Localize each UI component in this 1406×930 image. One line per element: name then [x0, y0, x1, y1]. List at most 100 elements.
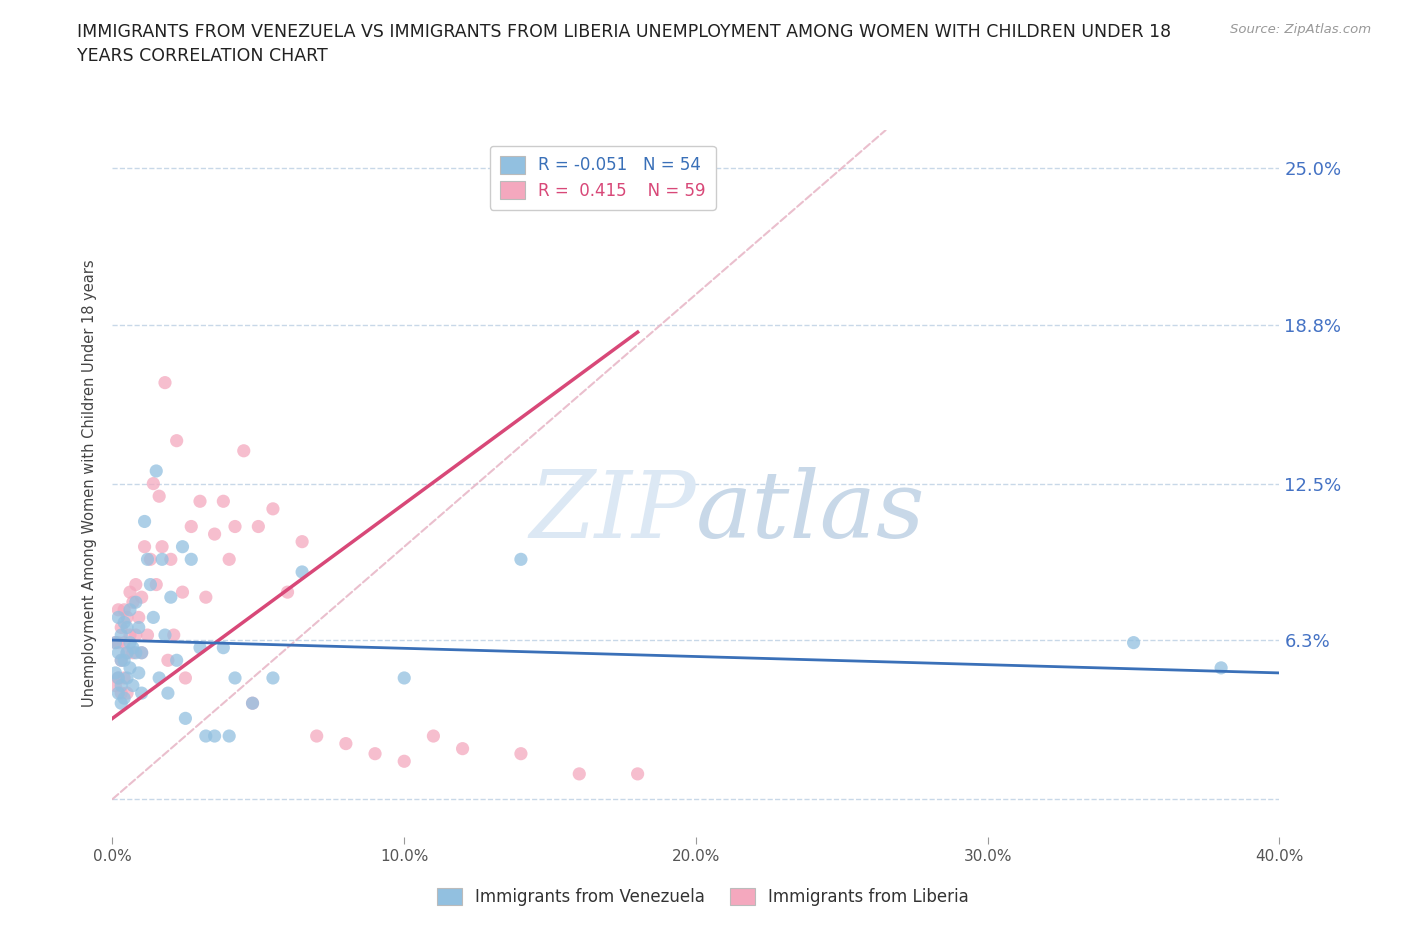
Point — [131, 590, 153, 604]
Point — [156, 685, 179, 700]
Point — [115, 610, 138, 625]
Point — [247, 519, 270, 534]
Point — [422, 728, 444, 743]
Point — [125, 578, 148, 592]
Point — [224, 519, 246, 534]
Point — [131, 685, 153, 700]
Point — [125, 628, 148, 643]
Text: IMMIGRANTS FROM VENEZUELA VS IMMIGRANTS FROM LIBERIA UNEMPLOYMENT AMONG WOMEN WI: IMMIGRANTS FROM VENEZUELA VS IMMIGRANTS … — [77, 23, 1171, 65]
Point — [394, 754, 416, 769]
Point — [122, 645, 145, 660]
Point — [112, 603, 135, 618]
Point — [242, 696, 264, 711]
Point — [107, 610, 129, 625]
Point — [139, 551, 162, 566]
Point — [153, 375, 176, 390]
Point — [128, 610, 150, 625]
Text: Source: ZipAtlas.com: Source: ZipAtlas.com — [1230, 23, 1371, 36]
Point — [110, 653, 132, 668]
Point — [218, 728, 240, 743]
Point — [107, 635, 129, 650]
Point — [262, 501, 284, 516]
Point — [142, 476, 165, 491]
Point — [107, 685, 129, 700]
Point — [122, 595, 145, 610]
Y-axis label: Unemployment Among Women with Children Under 18 years: Unemployment Among Women with Children U… — [82, 259, 97, 708]
Point — [134, 514, 156, 529]
Point — [242, 696, 264, 711]
Point — [172, 539, 194, 554]
Point — [104, 678, 127, 693]
Point — [104, 666, 127, 681]
Point — [125, 595, 148, 610]
Point — [115, 645, 138, 660]
Point — [136, 628, 159, 643]
Point — [335, 737, 357, 751]
Point — [204, 526, 226, 541]
Point — [115, 645, 138, 660]
Point — [104, 635, 127, 650]
Point — [115, 671, 138, 685]
Point — [110, 678, 132, 693]
Point — [142, 610, 165, 625]
Point — [110, 685, 132, 700]
Point — [131, 645, 153, 660]
Point — [134, 539, 156, 554]
Point — [291, 534, 314, 549]
Point — [291, 565, 314, 579]
Point — [139, 578, 162, 592]
Point — [104, 635, 127, 650]
Point — [128, 620, 150, 635]
Point — [1209, 660, 1232, 675]
Point — [204, 728, 226, 743]
Text: atlas: atlas — [696, 467, 925, 557]
Point — [218, 551, 240, 566]
Point — [212, 494, 235, 509]
Point — [509, 551, 531, 566]
Point — [305, 728, 328, 743]
Point — [145, 463, 167, 478]
Point — [188, 494, 211, 509]
Point — [112, 671, 135, 685]
Point — [128, 666, 150, 681]
Legend: Immigrants from Venezuela, Immigrants from Liberia: Immigrants from Venezuela, Immigrants fr… — [430, 881, 976, 912]
Point — [276, 585, 298, 600]
Point — [148, 671, 170, 685]
Point — [188, 640, 211, 655]
Point — [148, 489, 170, 504]
Point — [166, 653, 188, 668]
Point — [110, 653, 132, 668]
Point — [122, 678, 145, 693]
Point — [112, 635, 135, 650]
Point — [212, 640, 235, 655]
Point — [118, 635, 141, 650]
Point — [509, 746, 531, 761]
Point — [107, 603, 129, 618]
Point — [153, 628, 176, 643]
Point — [262, 671, 284, 685]
Point — [118, 585, 141, 600]
Legend: R = -0.051   N = 54, R =  0.415    N = 59: R = -0.051 N = 54, R = 0.415 N = 59 — [489, 146, 716, 209]
Point — [131, 645, 153, 660]
Point — [627, 766, 650, 781]
Point — [107, 671, 129, 685]
Point — [174, 711, 197, 725]
Point — [118, 660, 141, 675]
Point — [364, 746, 387, 761]
Point — [136, 551, 159, 566]
Point — [118, 603, 141, 618]
Point — [172, 585, 194, 600]
Point — [150, 551, 173, 566]
Point — [160, 551, 183, 566]
Point — [156, 653, 179, 668]
Point — [122, 640, 145, 655]
Text: ZIP: ZIP — [529, 467, 696, 557]
Point — [115, 620, 138, 635]
Point — [110, 620, 132, 635]
Point — [194, 728, 217, 743]
Point — [112, 653, 135, 668]
Point — [224, 671, 246, 685]
Point — [174, 671, 197, 685]
Point — [145, 578, 167, 592]
Point — [112, 691, 135, 706]
